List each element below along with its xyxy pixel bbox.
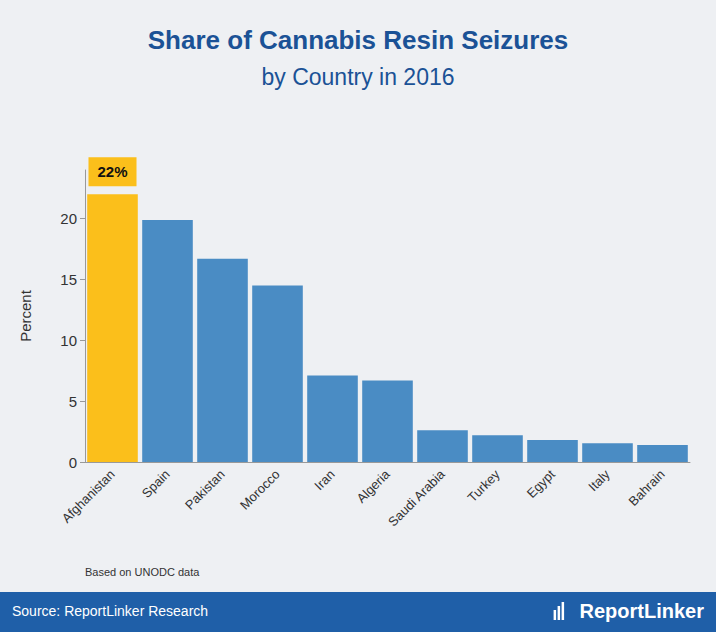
svg-text:20: 20 xyxy=(60,210,77,227)
svg-text:Egypt: Egypt xyxy=(524,466,558,500)
svg-text:5: 5 xyxy=(69,393,77,410)
svg-text:Algeria: Algeria xyxy=(354,466,394,506)
svg-text:Based on UNODC data: Based on UNODC data xyxy=(85,566,200,578)
svg-text:0: 0 xyxy=(69,454,77,471)
svg-text:Italy: Italy xyxy=(585,466,613,494)
svg-text:Turkey: Turkey xyxy=(464,466,503,505)
svg-text:Saudi Arabia: Saudi Arabia xyxy=(385,466,448,529)
svg-text:15: 15 xyxy=(60,271,77,288)
svg-text:Morocco: Morocco xyxy=(237,467,283,513)
svg-text:Source: ReportLinker Research: Source: ReportLinker Research xyxy=(12,603,208,619)
svg-text:Percent: Percent xyxy=(17,289,34,342)
svg-text:ReportLinker: ReportLinker xyxy=(580,600,705,622)
svg-text:Afghanistan: Afghanistan xyxy=(59,467,118,526)
svg-text:Pakistan: Pakistan xyxy=(182,467,228,513)
svg-text:Bahrain: Bahrain xyxy=(626,467,668,509)
svg-text:22%: 22% xyxy=(97,163,127,180)
svg-text:Iran: Iran xyxy=(311,467,337,493)
svg-text:Share of Cannabis Resin Seizur: Share of Cannabis Resin Seizures xyxy=(148,25,568,55)
svg-text:by Country in 2016: by Country in 2016 xyxy=(261,64,454,90)
svg-text:10: 10 xyxy=(60,332,77,349)
svg-text:Spain: Spain xyxy=(139,467,173,501)
